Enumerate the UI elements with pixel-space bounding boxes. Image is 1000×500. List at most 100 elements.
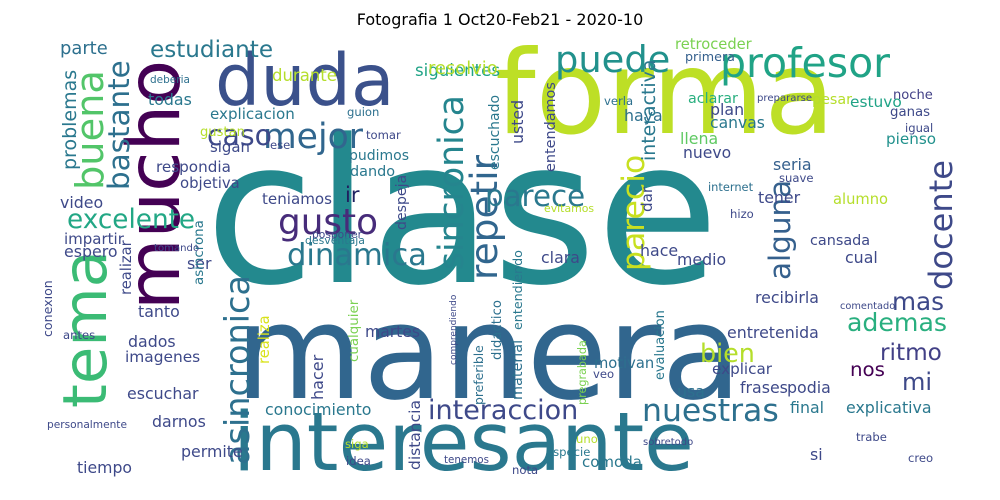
cloud-word: noche [893, 87, 933, 103]
cloud-word: pregrabada [576, 340, 590, 405]
cloud-word: escuchado [487, 94, 503, 170]
cloud-word: parece [485, 179, 586, 214]
cloud-word: cualquier [347, 299, 363, 362]
cloud-word: si [810, 444, 823, 464]
cloud-word: creo [908, 450, 934, 465]
cloud-word: gustan [200, 124, 245, 140]
cloud-word: ritmo [880, 339, 942, 367]
cloud-word: primera [685, 49, 735, 65]
cloud-word: haya [624, 105, 663, 125]
cloud-word: sincronica [431, 95, 472, 270]
cloud-word: estudiante [150, 37, 274, 64]
cloud-word: posponer [312, 228, 362, 242]
cloud-word: ganas [890, 104, 931, 120]
cloud-word: teniamos [262, 189, 333, 208]
cloud-word: final [790, 397, 825, 417]
cloud-word: escuchar [127, 383, 199, 403]
cloud-word: ese [270, 137, 291, 152]
cloud-word: prepararse [757, 93, 813, 105]
cloud-word: desventaja [305, 234, 365, 248]
cloud-word: cansada [810, 233, 871, 250]
cloud-word: usted [507, 99, 527, 145]
cloud-word: interactiva [637, 59, 660, 162]
cloud-word: pudimos [349, 147, 410, 164]
cloud-word: especie [546, 444, 591, 459]
cloud-word: imagenes [125, 347, 201, 366]
cloud-word: entendamos [542, 82, 559, 172]
cloud-word: tiempo [77, 457, 132, 477]
cloud-word: material [509, 339, 526, 400]
cloud-word: retroceder [675, 35, 752, 53]
cloud-word: entretenida [727, 322, 819, 342]
cloud-word: preferible [470, 345, 486, 405]
cloud-word: espero [64, 241, 118, 261]
cloud-word: ademas [847, 307, 948, 337]
cloud-word: dando [350, 164, 396, 181]
cloud-word: guion [347, 104, 380, 119]
cloud-word: estuvo [850, 92, 902, 111]
cloud-word: explicar [712, 359, 773, 378]
cloud-word: manera [235, 275, 742, 429]
cloud-word: sigan [210, 138, 250, 157]
cloud-word: pienso [886, 129, 937, 148]
cloud-word: internet [708, 179, 754, 194]
cloud-word: siga [345, 436, 369, 451]
cloud-word: plan [710, 99, 745, 119]
cloud-word: alumno [833, 191, 888, 209]
cloud-word: excelente [67, 205, 196, 236]
cloud-word: ser [187, 253, 212, 273]
cloud-word: suave [779, 170, 814, 185]
cloud-word: objetiva [180, 174, 240, 193]
cloud-word: medio [677, 249, 727, 269]
cloud-word: respondia [156, 157, 231, 176]
cloud-word: aclarar [688, 91, 738, 108]
cloud-word: duda [215, 39, 395, 123]
cloud-word: bastante [102, 60, 137, 190]
cloud-word: didactico [490, 300, 506, 360]
cloud-word: evaluacion [652, 310, 668, 380]
cloud-word: dar [638, 186, 657, 212]
cloud-word: clara [541, 247, 580, 267]
cloud-word: interaccion [428, 394, 579, 426]
cloud-word: docente [921, 159, 955, 290]
cloud-word: deberia [150, 74, 190, 87]
cloud-word: canvas [710, 113, 765, 132]
cloud-word: video [60, 192, 104, 212]
cloud-word: conexion [45, 279, 55, 337]
cloud-word: evitamos [544, 202, 595, 216]
cloud-word: dinamica [287, 237, 427, 273]
cloud-word: asincronica [218, 275, 258, 465]
cloud-word: distancia [406, 400, 425, 470]
cloud-word: tener [758, 187, 801, 207]
cloud-word: entendiendo [509, 250, 525, 330]
cloud-word: podia [787, 377, 831, 397]
cloud-word: explicativa [846, 397, 932, 417]
figure-title: Fotografia 1 Oct20-Feb21 - 2020-10 [356, 10, 644, 29]
cloud-word: martes [365, 322, 420, 341]
cloud-word: ir [345, 182, 360, 207]
cloud-word: trabe [856, 429, 887, 444]
cloud-word: tomando [154, 243, 200, 255]
cloud-word: realiza [255, 314, 273, 364]
cloud-word: mas [892, 287, 945, 317]
cloud-word: forma [495, 33, 836, 162]
cloud-word: interesante [233, 396, 694, 488]
cloud-word: sobretodo [643, 436, 694, 448]
cloud-word: hace [640, 240, 679, 260]
cloud-word: idea [346, 453, 371, 468]
cloud-word: despeja [393, 174, 410, 230]
cloud-word: gusto [278, 201, 378, 243]
cloud-word: bien [700, 337, 755, 368]
cloud-word: comoda [582, 452, 642, 471]
cloud-word: motivan [594, 355, 655, 373]
cloud-word: resolvio [428, 57, 498, 79]
cloud-word: uno [576, 431, 598, 446]
cloud-word: hacer [308, 354, 328, 400]
cloud-word: todas [148, 89, 192, 109]
cloud-word: comprendiendo [448, 294, 459, 365]
cloud-word: caso [207, 118, 272, 152]
cloud-word: veo [593, 366, 615, 381]
cloud-word: mi [902, 368, 933, 396]
cloud-word: siguientes [415, 61, 501, 81]
cloud-word: igual [905, 120, 934, 135]
